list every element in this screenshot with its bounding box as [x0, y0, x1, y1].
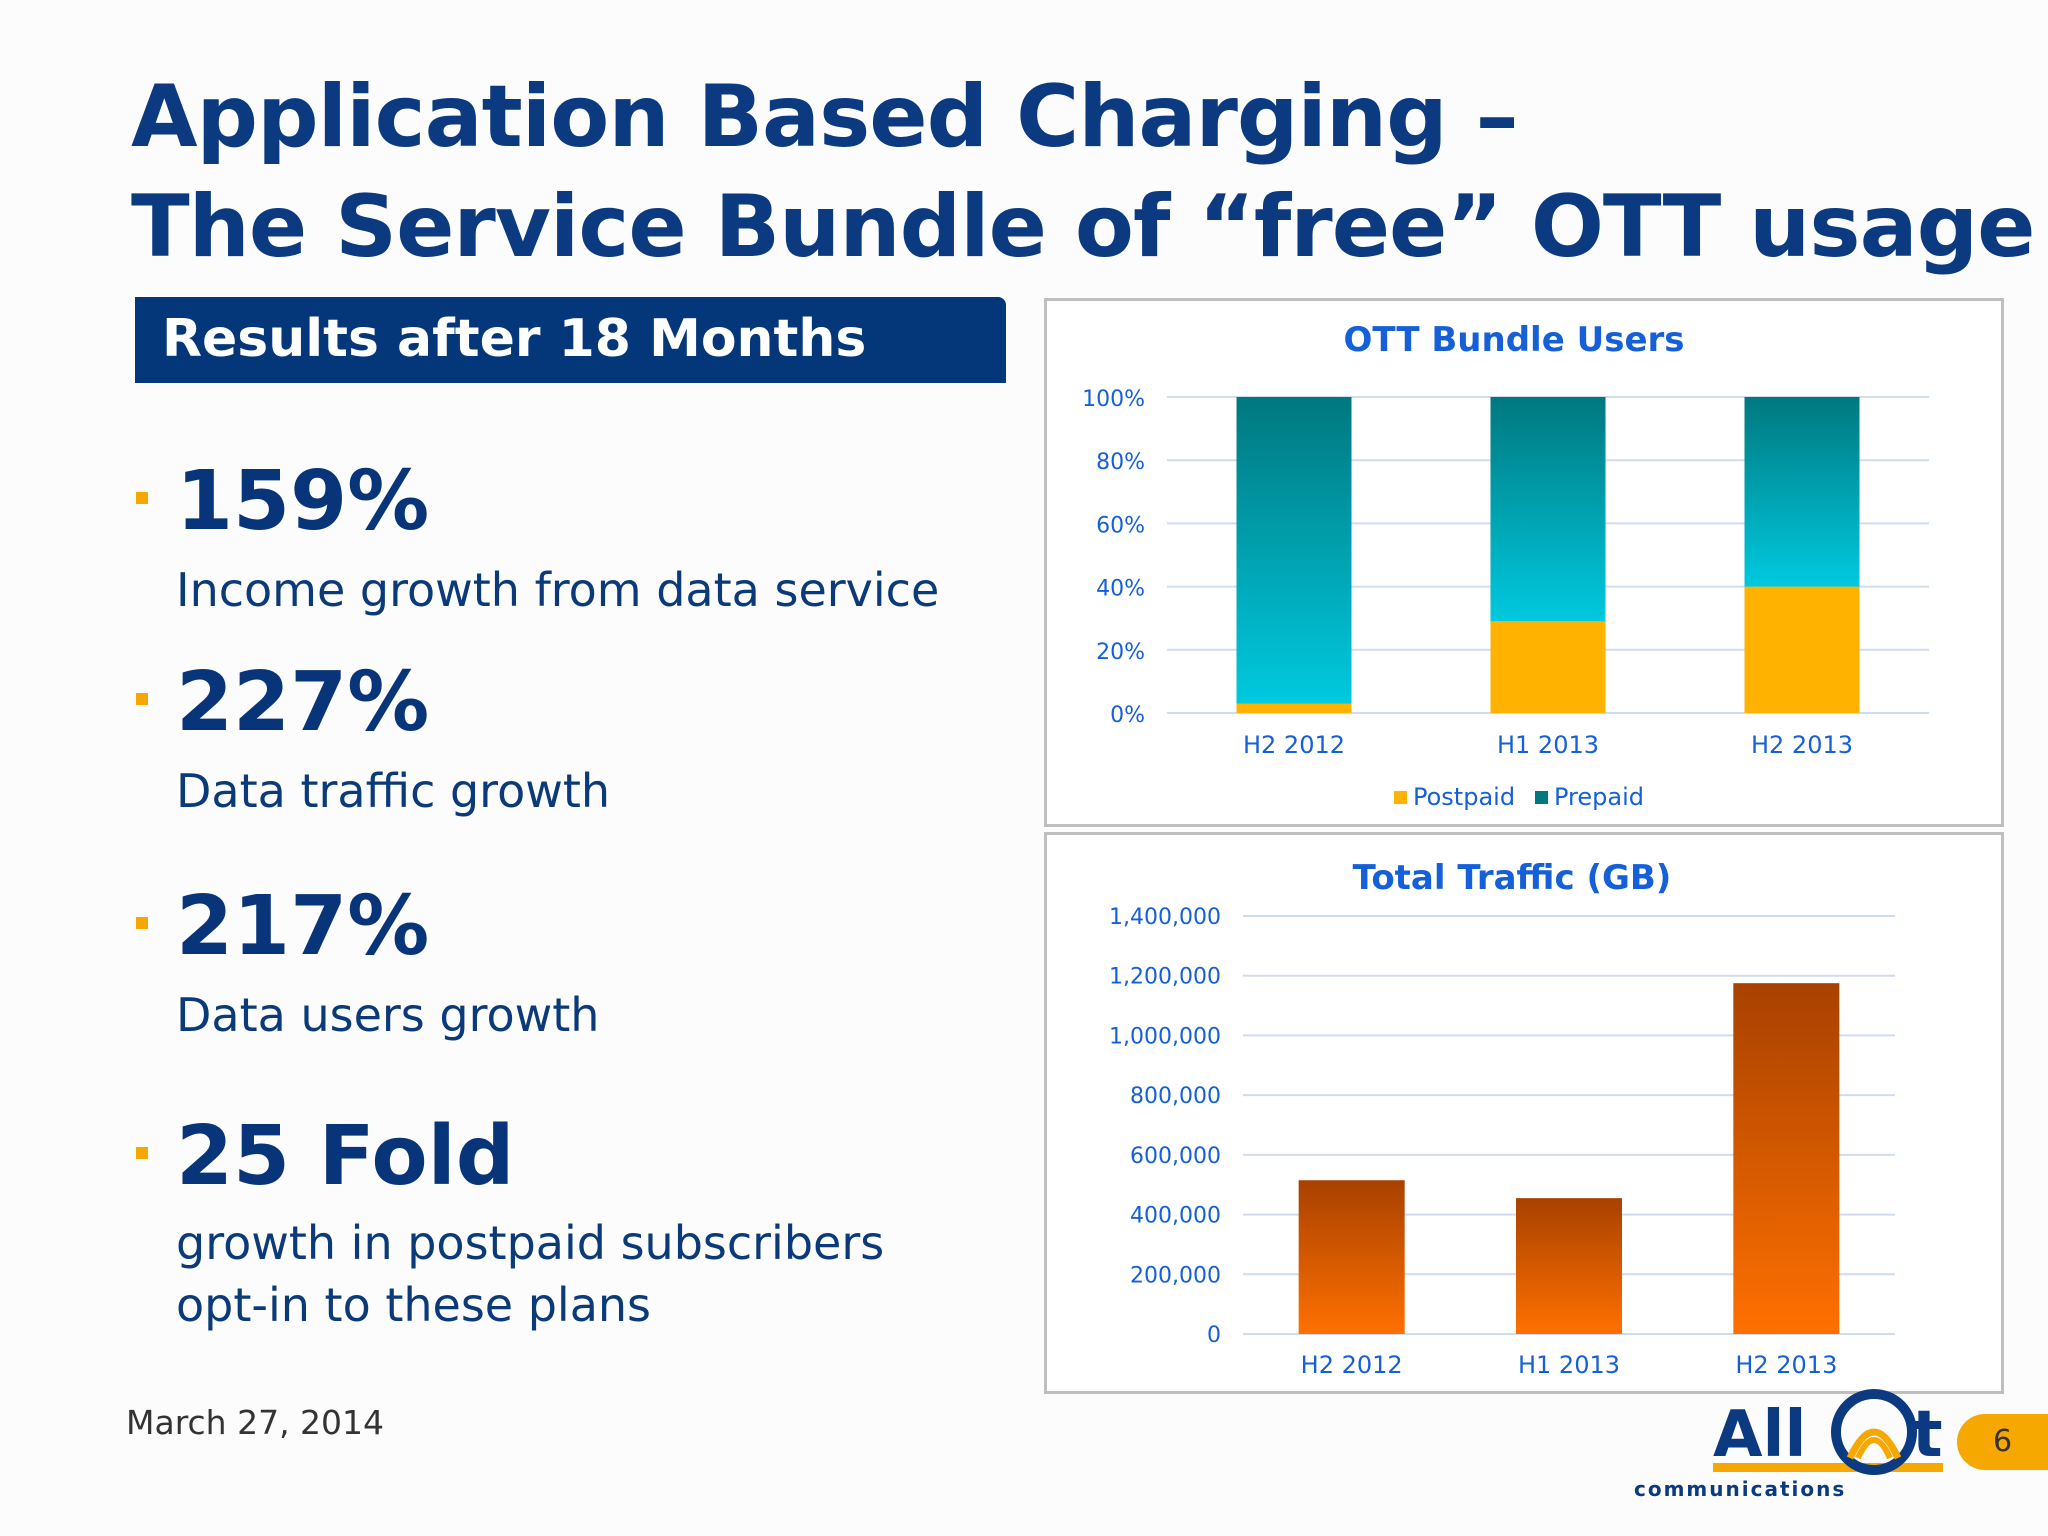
bar-postpaid	[1236, 703, 1352, 713]
y-tick-label: 100%	[1082, 387, 1145, 412]
page-number: 6	[1992, 1424, 2013, 1459]
logo-text: All	[1713, 1398, 1806, 1472]
chart-title: OTT Bundle Users	[1343, 320, 1684, 360]
bar-traffic	[1733, 983, 1840, 1334]
total-traffic-chart: Total Traffic (GB) 0 200,000 400,000 600,000…	[1044, 832, 2004, 1394]
stat-value: 227%	[176, 655, 430, 750]
stat-value: 159%	[176, 454, 430, 549]
x-tick-label: H2 2013	[1751, 731, 1853, 759]
y-tick-label: 200,000	[1130, 1263, 1221, 1288]
allot-logo: All t communications	[1634, 1389, 1943, 1501]
legend-label: Postpaid	[1413, 783, 1515, 811]
legend-swatch-postpaid	[1394, 791, 1407, 804]
chart-title: Total Traffic (GB)	[1353, 858, 1672, 898]
slide-title: Application Based Charging – The Service…	[131, 62, 2036, 282]
x-tick-label: H2 2012	[1243, 731, 1345, 759]
y-tick-label: 40%	[1096, 577, 1145, 602]
logo-text-tail: t	[1912, 1398, 1943, 1472]
logo-subtext: communications	[1634, 1477, 1846, 1501]
stat-description: opt-in to these plans	[176, 1278, 652, 1332]
logo-arc-icon	[1846, 1428, 1902, 1460]
legend-swatch-prepaid	[1535, 791, 1548, 804]
logo-arc-inner-icon	[1855, 1437, 1893, 1460]
bar-postpaid	[1490, 621, 1606, 713]
y-tick-label: 60%	[1096, 513, 1145, 538]
section-header-label: Results after 18 Months	[162, 309, 867, 369]
bar-prepaid	[1744, 397, 1860, 587]
ott-bundle-users-svg: OTT Bundle Users 0% 20% 40% 60% 80% 100% H2 201…	[1082, 320, 1929, 811]
stat-description: Income growth from data service	[176, 563, 940, 617]
bar-prepaid	[1236, 397, 1352, 704]
stat-value: 25 Fold	[176, 1109, 515, 1204]
y-tick-label: 80%	[1096, 450, 1145, 475]
logo-underline	[1713, 1463, 1943, 1472]
bullet-icon	[136, 693, 148, 705]
total-traffic-svg: Total Traffic (GB) 0 200,000 400,000 600,000…	[1109, 858, 1895, 1379]
y-tick-label: 0	[1207, 1323, 1221, 1348]
slide-title-line-1: Application Based Charging –	[131, 67, 1519, 167]
bullet-icon	[136, 492, 148, 504]
y-tick-label: 600,000	[1130, 1144, 1221, 1169]
y-tick-label: 1,000,000	[1109, 1024, 1221, 1049]
stat-description: Data users growth	[176, 988, 600, 1042]
section-header: Results after 18 Months	[135, 297, 1006, 383]
bar-traffic	[1298, 1180, 1405, 1334]
bullet-icon	[136, 917, 148, 929]
bar-traffic	[1516, 1198, 1622, 1334]
ott-bundle-users-chart: OTT Bundle Users 0% 20% 40% 60% 80% 100% H2 201…	[1044, 298, 2004, 827]
x-tick-label: H2 2012	[1301, 1351, 1403, 1379]
bar-postpaid	[1744, 586, 1860, 713]
y-tick-label: 400,000	[1130, 1204, 1221, 1229]
y-tick-label: 1,400,000	[1109, 905, 1221, 930]
stat-value: 217%	[176, 879, 430, 974]
page-number-badge: 6	[1957, 1414, 2048, 1470]
bar-prepaid	[1490, 397, 1606, 622]
y-tick-label: 1,200,000	[1109, 965, 1221, 990]
legend-label: Prepaid	[1554, 783, 1644, 811]
y-tick-label: 0%	[1110, 703, 1145, 728]
y-tick-label: 20%	[1096, 640, 1145, 665]
bullet-icon	[136, 1147, 148, 1159]
stat-description: Data traffic growth	[176, 764, 611, 818]
slide-title-line-2: The Service Bundle of “free” OTT usage	[131, 177, 2036, 277]
x-tick-label: H1 2013	[1518, 1351, 1620, 1379]
stat-description: growth in postpaid subscribers	[176, 1216, 885, 1270]
logo-circle-icon	[1831, 1389, 1917, 1475]
slide-date: March 27, 2014	[126, 1403, 385, 1442]
y-tick-label: 800,000	[1130, 1084, 1221, 1109]
x-tick-label: H2 2013	[1735, 1351, 1837, 1379]
x-tick-label: H1 2013	[1497, 731, 1599, 759]
